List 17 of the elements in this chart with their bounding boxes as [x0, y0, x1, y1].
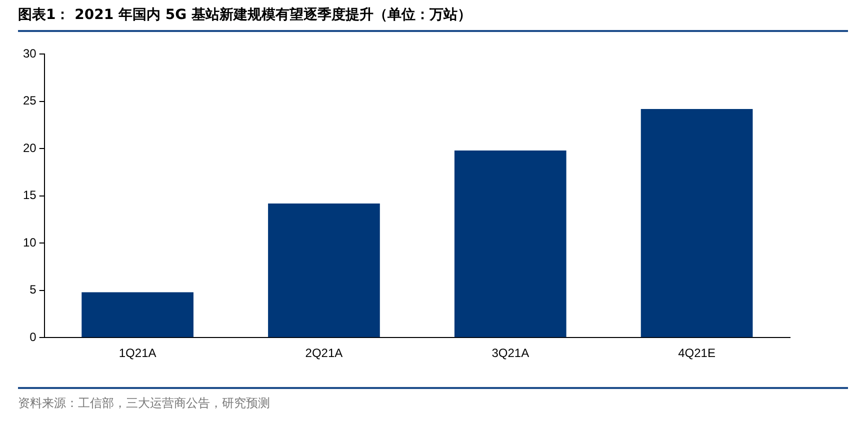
chart-title: 图表1： 2021 年国内 5G 基站新建规模有望逐季度提升（单位：万站）	[18, 6, 848, 32]
x-tick-label: 4Q21E	[678, 346, 716, 360]
text: 资料来源：工信部，三大运营商公告，研究预测	[18, 387, 848, 412]
x-tick-label: 3Q21A	[492, 346, 530, 360]
y-tick-label: 20	[22, 140, 37, 155]
x-tick-label: 1Q21A	[118, 346, 156, 360]
y-tick-label: 5	[30, 282, 37, 297]
y-tick-label: 25	[22, 94, 37, 108]
y-tick-label: 15	[22, 188, 37, 202]
x-tick-label: 2Q21A	[305, 346, 343, 360]
y-tick-label: 0	[30, 330, 37, 344]
y-tick-label: 10	[22, 235, 37, 250]
bar	[82, 292, 194, 338]
bar	[640, 108, 753, 338]
bar	[268, 203, 380, 338]
bar	[454, 150, 566, 338]
y-tick-label: 30	[22, 46, 37, 61]
